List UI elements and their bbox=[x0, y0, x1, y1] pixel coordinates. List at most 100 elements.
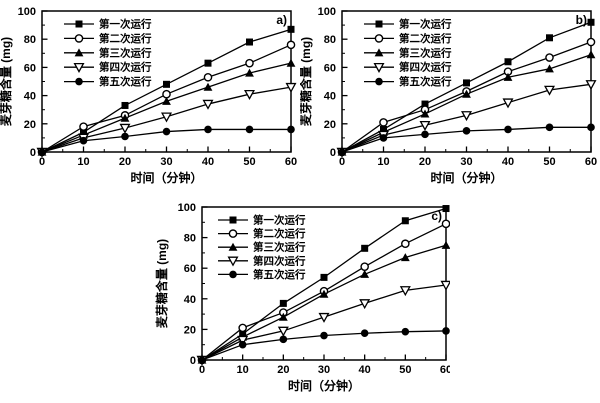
marker-circle-filled bbox=[121, 132, 129, 141]
marker-square-filled bbox=[375, 20, 383, 28]
marker-square-filled bbox=[361, 244, 369, 252]
marker-triangle-down-open bbox=[119, 123, 131, 134]
marker-square-filled bbox=[163, 80, 170, 88]
x-axis-label: 时间（分钟） bbox=[130, 170, 202, 185]
marker-circle-open bbox=[238, 323, 247, 333]
marker-triangle-up-filled bbox=[441, 240, 450, 249]
marker-triangle-down-open bbox=[161, 112, 172, 123]
y-tick-label: 80 bbox=[24, 34, 36, 46]
y-tick-label: 0 bbox=[190, 355, 196, 367]
legend-label: 第二次运行 bbox=[99, 32, 152, 45]
marker-circle-open bbox=[79, 122, 88, 131]
marker-circle-open bbox=[203, 72, 213, 82]
marker-triangle-up-filled bbox=[586, 50, 596, 59]
chart-panel-a: 0 10 20 30 40 50 60 0 20 40 60 80 100 时间（分钟） 麦芽糖含量 (mg… bbox=[0, 0, 300, 200]
marker-triangle-down-open bbox=[373, 62, 385, 73]
chart-c-svg: 0 10 20 30 40 50 60 0 20 40 60 80 100 时间（分钟） 麦芽糖含量 (mg… bbox=[154, 202, 450, 393]
y-tick-label: 100 bbox=[18, 6, 36, 18]
marker-triangle-up-filled bbox=[278, 312, 288, 321]
x-tick-label: 60 bbox=[585, 156, 597, 168]
marker-triangle-up-filled bbox=[400, 253, 410, 262]
marker-square-filled bbox=[320, 273, 328, 281]
y-tick-label: 40 bbox=[324, 91, 336, 103]
marker-triangle-down-open bbox=[419, 120, 431, 131]
marker-circle-filled bbox=[204, 125, 212, 134]
marker-square-filled bbox=[421, 100, 429, 108]
legend-label: 第四次运行 bbox=[399, 61, 452, 74]
chart-a-svg: 0 10 20 30 40 50 60 0 20 40 60 80 100 时间（分钟） 麦芽糖含量 (mg… bbox=[0, 6, 297, 185]
marker-circle-filled bbox=[38, 148, 46, 156]
panel-label: a) bbox=[276, 13, 287, 27]
marker-circle-filled bbox=[287, 125, 295, 134]
x-tick-label: 30 bbox=[160, 156, 172, 168]
x-tick-label: 30 bbox=[318, 364, 330, 376]
legend-label: 第四次运行 bbox=[99, 61, 152, 74]
marker-triangle-down-open bbox=[277, 326, 289, 337]
marker-circle-open bbox=[286, 40, 296, 50]
marker-square-filled bbox=[463, 79, 470, 87]
marker-triangle-down-open bbox=[202, 99, 214, 110]
marker-circle-filled bbox=[504, 125, 512, 134]
y-tick-label: 80 bbox=[184, 233, 196, 245]
marker-circle-filled bbox=[462, 127, 471, 135]
marker-circle-filled bbox=[379, 134, 388, 142]
x-tick-label: 50 bbox=[399, 364, 411, 376]
marker-square-filled bbox=[229, 216, 237, 224]
x-tick-label: 10 bbox=[77, 156, 89, 168]
legend-label: 第二次运行 bbox=[253, 227, 306, 240]
marker-circle-open bbox=[379, 118, 388, 127]
marker-square-filled bbox=[279, 299, 287, 307]
marker-square-filled bbox=[401, 217, 409, 225]
marker-circle-filled bbox=[162, 127, 171, 136]
x-axis-label: 时间（分钟） bbox=[430, 170, 502, 185]
marker-square-filled bbox=[246, 38, 253, 46]
y-tick-label: 40 bbox=[24, 91, 36, 103]
marker-triangle-down-open bbox=[461, 111, 472, 122]
x-tick-label: 0 bbox=[339, 156, 345, 168]
x-tick-label: 30 bbox=[460, 156, 472, 168]
marker-circle-open bbox=[74, 34, 84, 43]
marker-circle-filled bbox=[338, 148, 346, 156]
marker-circle-filled bbox=[401, 327, 410, 336]
y-tick-label: 60 bbox=[184, 263, 196, 275]
y-tick-label: 100 bbox=[178, 202, 196, 214]
marker-circle-filled bbox=[75, 77, 83, 86]
x-tick-label: 20 bbox=[119, 156, 131, 168]
y-tick-label: 40 bbox=[184, 294, 196, 306]
legend-label: 第五次运行 bbox=[399, 75, 452, 88]
marker-circle-open bbox=[245, 58, 254, 68]
marker-square-filled bbox=[504, 58, 512, 66]
marker-circle-filled bbox=[279, 335, 288, 344]
marker-square-filled bbox=[442, 205, 450, 213]
panel-label: c) bbox=[431, 209, 442, 223]
x-tick-label: 50 bbox=[543, 156, 555, 168]
x-tick-label: 10 bbox=[237, 364, 249, 376]
marker-triangle-up-filled bbox=[245, 68, 254, 77]
marker-circle-open bbox=[374, 34, 384, 43]
marker-triangle-down-open bbox=[73, 62, 85, 73]
y-tick-label: 20 bbox=[184, 324, 196, 336]
marker-square-filled bbox=[121, 101, 129, 109]
marker-triangle-down-open bbox=[585, 80, 597, 91]
marker-triangle-down-open bbox=[244, 89, 255, 100]
marker-triangle-down-open bbox=[544, 85, 555, 96]
marker-circle-filled bbox=[238, 340, 247, 349]
x-tick-label: 20 bbox=[419, 156, 431, 168]
marker-triangle-down-open bbox=[285, 82, 297, 93]
y-tick-label: 20 bbox=[24, 119, 36, 131]
marker-square-filled bbox=[75, 20, 83, 28]
marker-triangle-down-open bbox=[440, 280, 450, 291]
marker-triangle-up-filled bbox=[286, 58, 296, 67]
marker-triangle-down-open bbox=[318, 312, 330, 323]
marker-circle-open bbox=[545, 53, 554, 62]
x-tick-label: 20 bbox=[277, 364, 289, 376]
y-tick-label: 20 bbox=[324, 119, 336, 131]
marker-triangle-up-filled bbox=[462, 89, 471, 98]
marker-circle-filled bbox=[442, 327, 450, 335]
legend-label: 第五次运行 bbox=[99, 75, 152, 88]
legend-label: 第一次运行 bbox=[399, 18, 452, 31]
y-tick-label: 80 bbox=[324, 34, 336, 46]
x-axis-label: 时间（分钟） bbox=[288, 378, 360, 393]
legend-label: 第一次运行 bbox=[253, 214, 306, 227]
